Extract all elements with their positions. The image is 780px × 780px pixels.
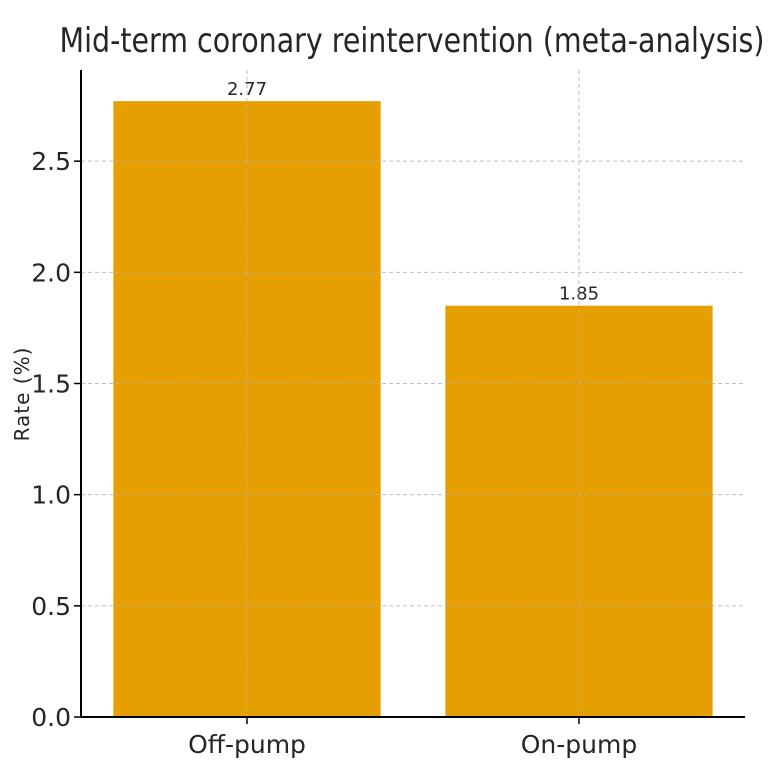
- x-tick-label: Off-pump: [188, 730, 306, 759]
- bars: 2.771.85: [113, 79, 713, 718]
- chart-title: Mid-term coronary reintervention (meta-a…: [60, 21, 765, 61]
- y-tick-label: 1.0: [31, 481, 71, 510]
- x-tick-label: On-pump: [521, 730, 637, 759]
- y-tick-label: 2.5: [31, 147, 71, 176]
- grid-lines: [81, 70, 745, 717]
- y-tick-label: 0.5: [31, 592, 71, 621]
- bar-value-label: 2.77: [227, 79, 267, 100]
- y-tick-label: 2.0: [31, 258, 71, 287]
- ticks: 0.0 0.5 1.0 1.5 2.0 2.5 Off-pump On-pump: [31, 147, 637, 759]
- y-tick-label: 0.0: [31, 703, 71, 732]
- axes: [80, 70, 745, 718]
- y-tick-label: 1.5: [31, 369, 71, 398]
- y-axis-title: Rate (%): [10, 347, 34, 442]
